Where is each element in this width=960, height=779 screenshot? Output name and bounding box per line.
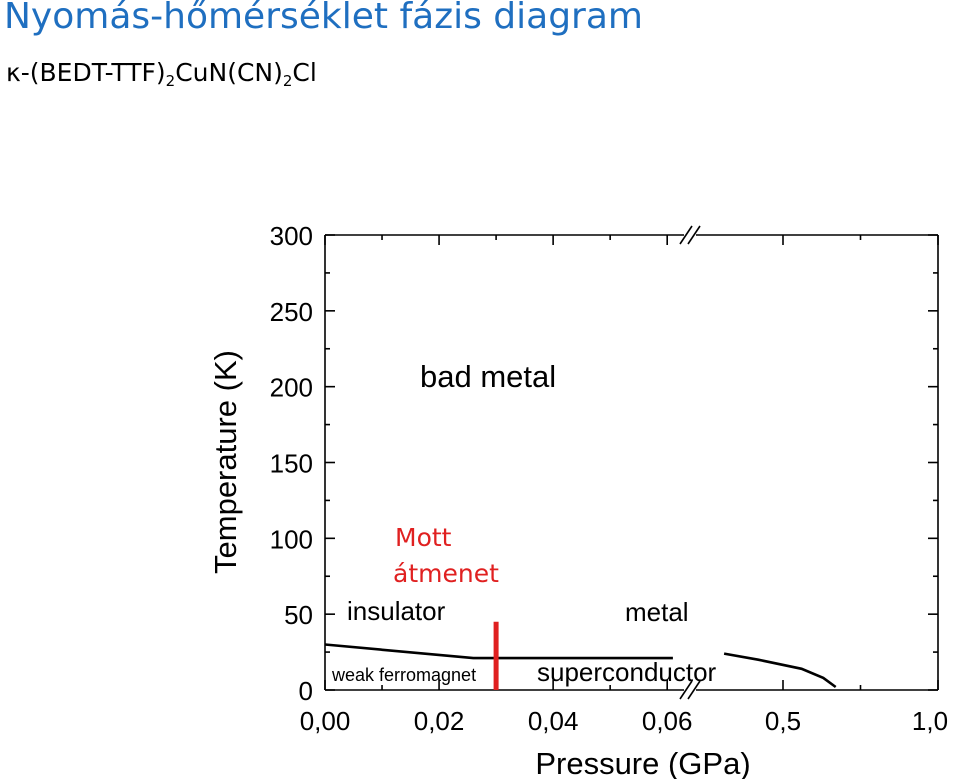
x-axis-label: Pressure (GPa) bbox=[535, 746, 750, 779]
x-tick-label: 0,04 bbox=[528, 706, 579, 736]
formula-subscript-2: 2 bbox=[282, 72, 293, 90]
region-label-superconductor: superconductor bbox=[537, 657, 717, 687]
y-axis-label: Temperature (K) bbox=[208, 350, 243, 574]
axis-break-mark bbox=[679, 225, 693, 245]
y-tick-label: 50 bbox=[284, 600, 313, 630]
region-label-bad-metal: bad metal bbox=[420, 359, 556, 394]
x-tick-label: 1,0 bbox=[912, 706, 948, 736]
mott-label-line-2: átmenet bbox=[393, 559, 499, 588]
region-label-insulator: insulator bbox=[347, 596, 446, 626]
y-tick-label: 100 bbox=[270, 524, 313, 554]
x-tick-label: 0,00 bbox=[300, 706, 351, 736]
axis-break-mark bbox=[687, 225, 701, 245]
formula-part-2: CuN(CN) bbox=[175, 58, 283, 87]
x-tick-label: 0,02 bbox=[414, 706, 465, 736]
axis-break-mark bbox=[679, 680, 693, 700]
x-tick-label: 0,06 bbox=[642, 706, 693, 736]
axis-break-mark bbox=[687, 680, 701, 700]
y-tick-label: 150 bbox=[270, 449, 313, 479]
ferromagnet-boundary-line bbox=[324, 643, 673, 660]
mott-label-line-1: Mott bbox=[395, 523, 452, 552]
y-tick-label: 200 bbox=[270, 373, 313, 403]
formula-subscript-1: 2 bbox=[165, 72, 176, 90]
superconductor-boundary-line bbox=[723, 652, 837, 689]
region-label-metal: metal bbox=[625, 597, 689, 627]
y-tick-label: 250 bbox=[270, 297, 313, 327]
slide-title: Nyomás-hőmérséklet fázis diagram bbox=[4, 0, 643, 37]
compound-formula: κ-(BEDT-TTF)2CuN(CN)2Cl bbox=[6, 58, 317, 90]
formula-part-3: Cl bbox=[292, 58, 317, 87]
y-tick-label: 0 bbox=[299, 676, 313, 706]
x-tick-label: 0,5 bbox=[765, 706, 801, 736]
region-label-weak-ferromagnet: weak ferromagnet bbox=[331, 665, 476, 685]
formula-part-1: κ-(BEDT-TTF) bbox=[6, 58, 166, 87]
y-tick-label: 300 bbox=[270, 221, 313, 251]
